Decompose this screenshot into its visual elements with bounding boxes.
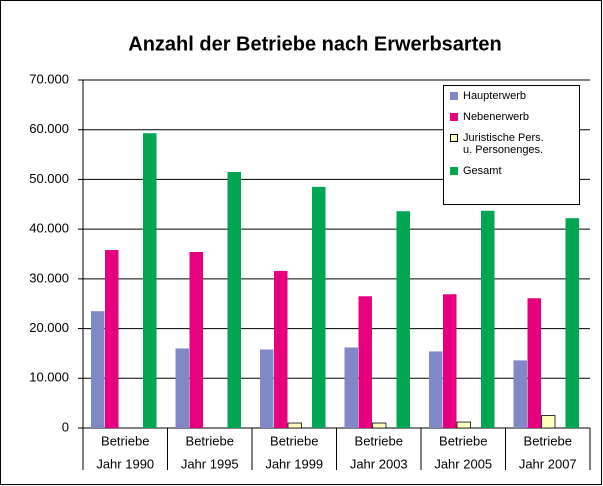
x-tick-label: Jahr 2007 (519, 456, 577, 471)
bar (372, 422, 387, 429)
x-tick-label: Betriebe (439, 433, 487, 448)
y-tick-label: 0 (62, 419, 69, 434)
bar (456, 421, 471, 429)
legend-label: Haupterwerb (463, 90, 526, 102)
bar (105, 250, 119, 428)
legend-label: Juristische Pers. u. Personenges. (463, 132, 544, 156)
bar (565, 218, 579, 428)
x-tick-label: Betriebe (524, 433, 572, 448)
bar (513, 360, 527, 428)
legend-swatch (450, 113, 458, 121)
legend-label: Gesamt (463, 165, 502, 177)
bar (227, 171, 241, 428)
bar (274, 270, 288, 428)
legend: Haupterwerb Nebenerwerb Juristische Pers. … (443, 85, 580, 205)
bar (344, 347, 358, 428)
bar (260, 349, 274, 428)
legend-swatch (450, 134, 458, 142)
y-tick-label: 50.000 (29, 171, 69, 186)
bar (443, 294, 457, 428)
bar (312, 186, 326, 428)
y-tick-label: 60.000 (29, 121, 69, 136)
legend-entry: Haupterwerb (450, 90, 575, 102)
bar (91, 311, 105, 428)
bar (175, 348, 189, 428)
y-tick-label: 10.000 (29, 370, 69, 385)
legend-swatch (450, 167, 458, 175)
bar (189, 252, 203, 428)
legend-entry: Gesamt (450, 165, 575, 177)
x-tick-label: Jahr 2003 (350, 456, 408, 471)
legend-entry: Juristische Pers. u. Personenges. (450, 132, 575, 156)
bar (541, 415, 556, 429)
x-tick-label: Jahr 1990 (96, 456, 154, 471)
x-tick-label: Betriebe (186, 433, 234, 448)
bar (429, 351, 443, 428)
x-tick-label: Jahr 2005 (434, 456, 492, 471)
x-tick-label: Jahr 1999 (265, 456, 323, 471)
bar (287, 422, 302, 429)
chart-title: Anzahl der Betriebe nach Erwerbsarten (128, 33, 501, 55)
y-tick-label: 30.000 (29, 270, 69, 285)
y-tick-label: 40.000 (29, 221, 69, 236)
bar (481, 210, 495, 428)
y-tick-label: 70.000 (29, 71, 69, 86)
y-tick-label: 20.000 (29, 320, 69, 335)
bar (396, 211, 410, 428)
x-tick-label: Betriebe (355, 433, 403, 448)
x-tick-label: Betriebe (270, 433, 318, 448)
bar (527, 298, 541, 428)
bar (143, 133, 157, 429)
x-tick-label: Betriebe (101, 433, 149, 448)
x-tick-label: Jahr 1995 (181, 456, 239, 471)
legend-label: Nebenerwerb (463, 111, 530, 123)
legend-entry: Nebenerwerb (450, 111, 575, 123)
bar (358, 296, 372, 428)
legend-swatch (450, 92, 458, 100)
